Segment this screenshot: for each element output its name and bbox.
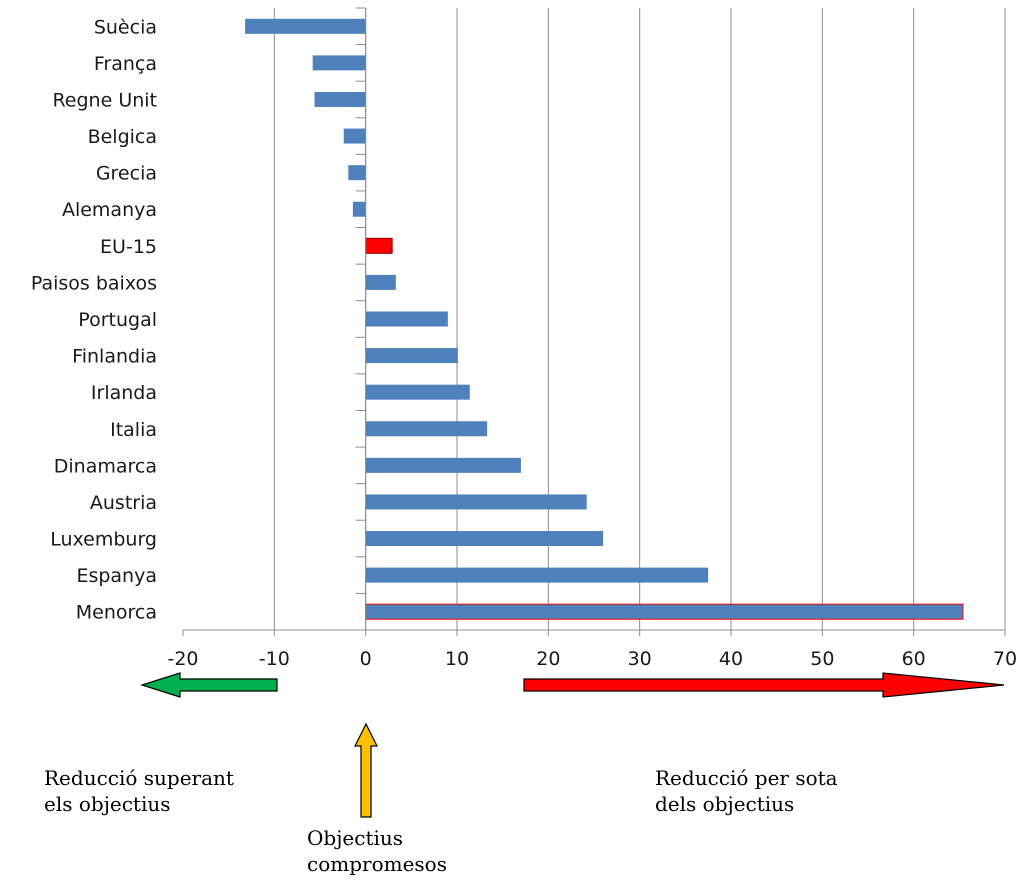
bar-menorca — [365, 603, 964, 620]
category-label: Portugal — [78, 309, 157, 331]
category-label: EU-15 — [100, 236, 157, 258]
x-tick-label: 0 — [360, 648, 372, 670]
category-label: Regne Unit — [52, 89, 157, 111]
bar-dinamarca — [365, 457, 521, 473]
left-annotation: Reducció superant els objectius — [44, 766, 234, 816]
bars — [245, 18, 964, 620]
category-label: França — [94, 53, 157, 75]
x-tick-label: -20 — [167, 648, 198, 670]
x-tick-label: 40 — [719, 648, 743, 670]
category-label: Belgica — [88, 126, 157, 148]
x-tick-label: 10 — [445, 648, 469, 670]
bar-paisos-baixos — [365, 274, 396, 290]
bar-alemanya — [352, 201, 366, 217]
center-annotation: Objectius compromesos — [307, 826, 447, 876]
bar-irlanda — [365, 384, 470, 400]
annotation-arrows — [140, 672, 1005, 818]
category-label: Menorca — [76, 602, 157, 624]
category-label: Italia — [110, 419, 157, 441]
x-tick-label: 60 — [902, 648, 926, 670]
bar-belgica — [343, 128, 366, 144]
category-label: Alemanya — [62, 199, 157, 221]
bar-luxemburg — [365, 531, 604, 547]
x-tick-label: -10 — [259, 648, 290, 670]
x-tick-label: 70 — [993, 648, 1017, 670]
bar-austria — [365, 494, 587, 510]
category-label: Finlandia — [72, 346, 157, 368]
bar-fran-a — [312, 55, 366, 71]
category-label: Grecia — [96, 163, 157, 185]
right-arrow-icon — [523, 672, 1005, 698]
bar-grecia — [348, 165, 366, 181]
category-label: Suècia — [94, 16, 157, 38]
x-tick-label: 20 — [536, 648, 560, 670]
axes — [182, 7, 1006, 636]
bar-portugal — [365, 311, 448, 327]
left-arrow-icon — [140, 672, 278, 698]
category-label: Luxemburg — [50, 529, 157, 551]
category-label: Espanya — [76, 565, 157, 587]
right-annotation: Reducció per sota dels objectius — [655, 766, 838, 816]
x-tick-label: 30 — [628, 648, 652, 670]
bar-espanya — [365, 567, 709, 583]
bar-regne-unit — [314, 91, 366, 107]
bar-italia — [365, 421, 488, 437]
x-tick-label: 50 — [810, 648, 834, 670]
category-label: Dinamarca — [54, 455, 157, 477]
category-label: Paisos baixos — [31, 272, 157, 294]
bar-su-cia — [245, 18, 366, 34]
category-label: Austria — [90, 492, 157, 514]
tick-labels: -20 -10 0 10 20 30 40 50 60 70 — [167, 648, 1017, 670]
bar-finlandia — [365, 348, 458, 364]
up-arrow-icon — [354, 722, 378, 818]
category-labels: Suècia França Regne Unit Belgica Grecia Alema… — [31, 16, 157, 623]
category-label: Irlanda — [91, 382, 157, 404]
bar-eu-15 — [365, 237, 393, 254]
